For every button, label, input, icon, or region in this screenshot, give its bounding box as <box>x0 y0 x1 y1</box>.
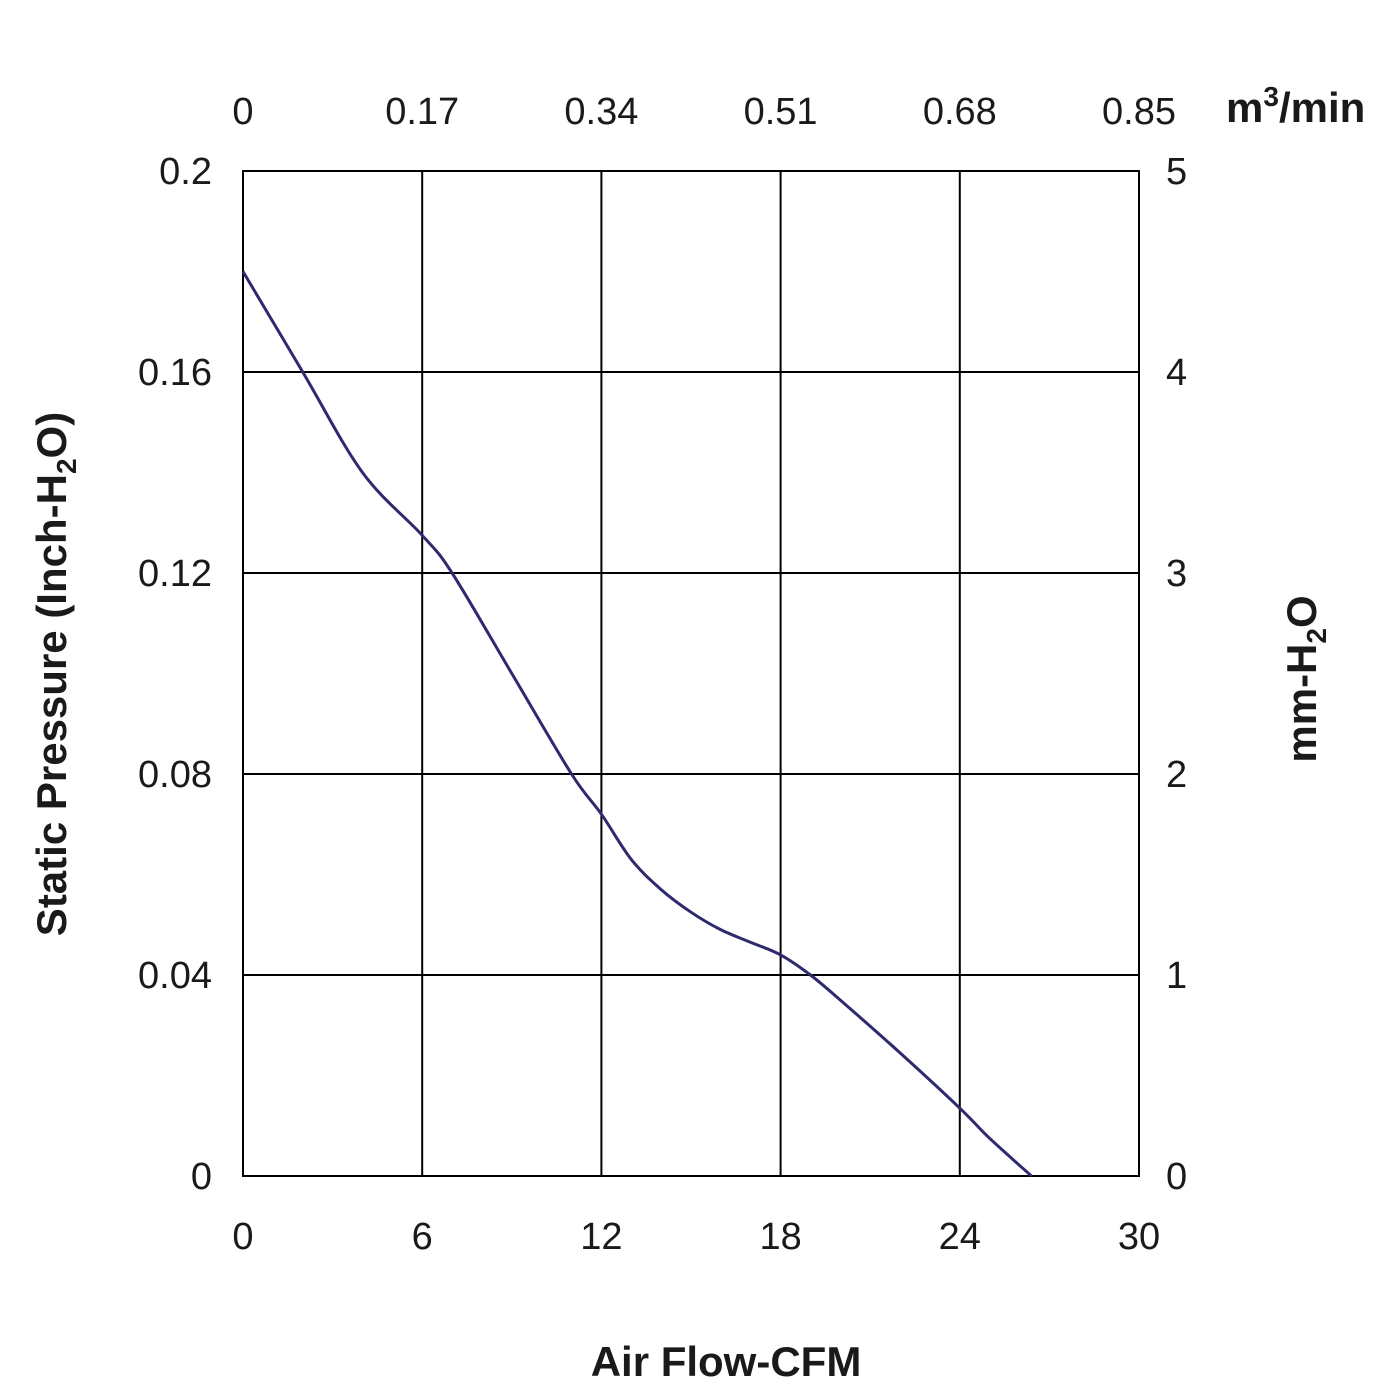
x-tick-label: 30 <box>1118 1216 1160 1258</box>
y-tick-label: 0.16 <box>138 352 212 394</box>
y2-tick-label: 1 <box>1166 955 1187 997</box>
tick-labels: 0 6 12 18 24 300 0.17 0.34 0.51 0.68 0.8500.040.08… <box>138 91 1187 1258</box>
y-tick-label: 0.04 <box>138 955 212 997</box>
x-tick-label: 12 <box>580 1216 622 1258</box>
x-axis-title: Air Flow-CFM <box>591 1338 862 1385</box>
grid-lines <box>243 171 1139 1176</box>
y-tick-label: 0 <box>191 1156 212 1198</box>
y-tick-label: 0.12 <box>138 553 212 595</box>
y-axis-title: Static Pressure (Inch-H2O) <box>28 412 82 936</box>
pq-curve-line <box>241 270 1033 1178</box>
x-tick-label: 24 <box>939 1216 981 1258</box>
x2-tick-label: 0.34 <box>564 91 638 133</box>
x-tick-label: 18 <box>759 1216 801 1258</box>
x2-axis-unit: m3/min <box>1226 81 1365 131</box>
y2-tick-label: 3 <box>1166 553 1187 595</box>
x2-tick-label: 0.68 <box>923 91 997 133</box>
y2-tick-label: 4 <box>1166 352 1187 394</box>
y2-axis-title: mm-H2O <box>1278 595 1332 762</box>
plot-frame <box>242 170 1140 1177</box>
y-tick-label: 0.08 <box>138 754 212 796</box>
x-tick-label: 0 <box>232 1216 253 1258</box>
y-tick-label: 0.2 <box>159 151 212 193</box>
x2-tick-label: 0.17 <box>385 91 459 133</box>
x-tick-label: 6 <box>412 1216 433 1258</box>
x2-tick-label: 0.85 <box>1102 91 1176 133</box>
y2-tick-label: 5 <box>1166 151 1187 193</box>
curve-layer <box>241 270 1033 1178</box>
y2-tick-label: 2 <box>1166 754 1187 796</box>
x2-tick-label: 0 <box>232 91 253 133</box>
x2-tick-label: 0.51 <box>744 91 818 133</box>
y2-tick-label: 0 <box>1166 1156 1187 1198</box>
